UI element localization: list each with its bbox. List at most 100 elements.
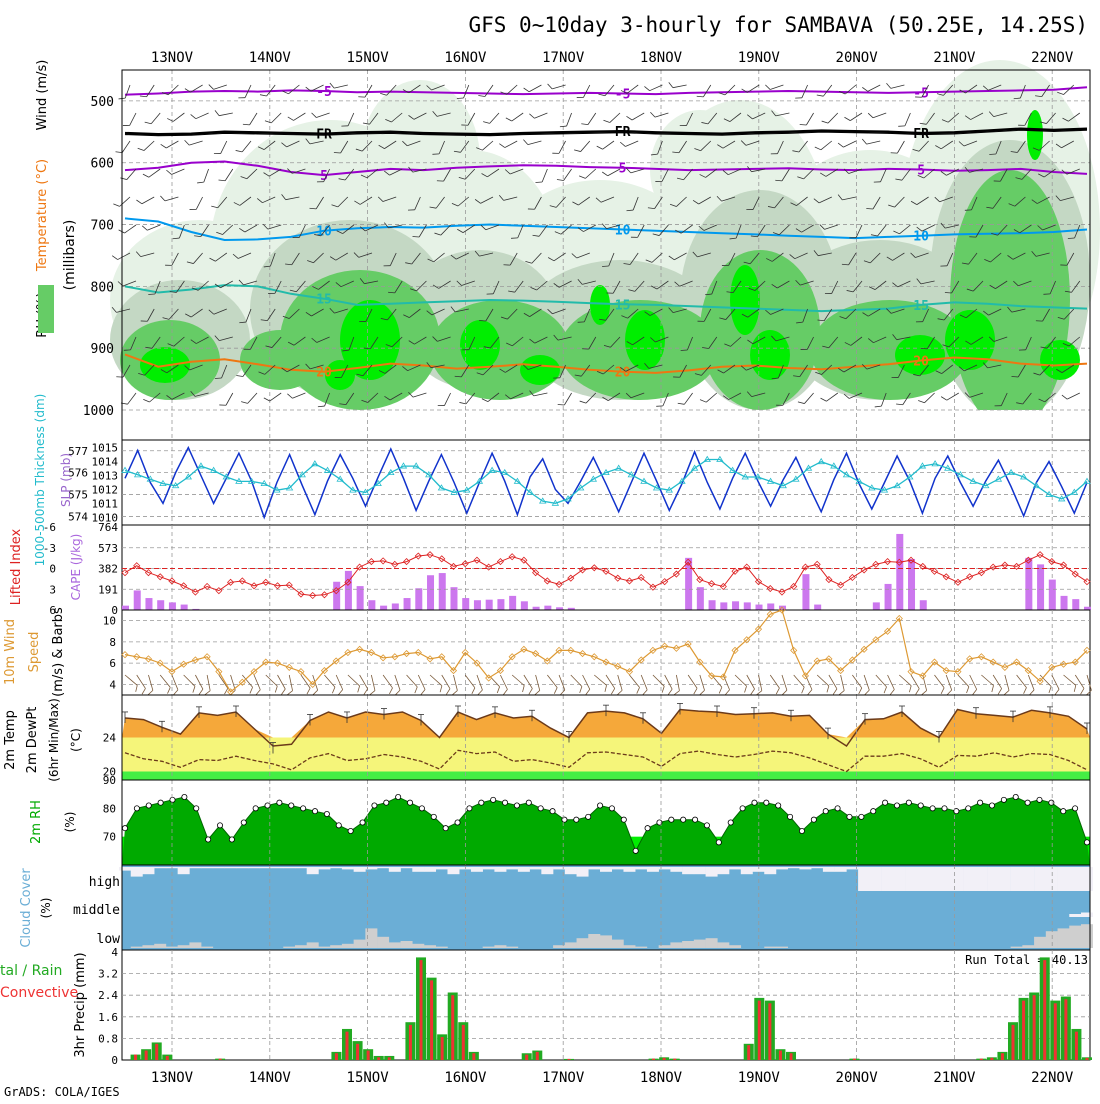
wind-barb-flag [1010, 151, 1018, 153]
wind-barb [817, 308, 833, 322]
wind-barb-flag [915, 96, 922, 98]
wind-barb [161, 84, 179, 96]
surface-wind-flag [332, 686, 336, 694]
wind-speed-marker [860, 645, 868, 653]
isotherm-label: FR [316, 128, 332, 143]
wind-barb-flag [123, 349, 131, 351]
wind-barb-flag [574, 374, 582, 377]
wind-barb [511, 224, 524, 239]
wind-barb-flag [675, 229, 682, 234]
surface-wind-flag [883, 686, 887, 694]
wind-barb [256, 196, 276, 204]
cloud-low-bar [717, 942, 730, 948]
wind-barb [582, 336, 597, 350]
wind-barb-shaft [195, 112, 209, 120]
surface-wind-shaft [1074, 674, 1085, 689]
wind-barb-flag [403, 314, 410, 318]
wind-barb-flag [190, 339, 197, 344]
cloud-high-clear [212, 867, 225, 869]
wind-barb [1035, 84, 1050, 98]
wind-barb [115, 140, 131, 154]
cloud-low-bar [658, 945, 671, 948]
wind-barb-flag [216, 231, 223, 235]
cape-bar [896, 533, 904, 610]
wind-barb-flag [866, 208, 874, 210]
cloud-high-clear [330, 867, 343, 869]
surface-wind-barb [605, 674, 616, 695]
li-marker [708, 580, 716, 588]
wind-barb-shaft [389, 392, 403, 401]
wind-barb-shaft [394, 280, 403, 294]
rh2m-marker [122, 825, 129, 832]
wind-barb [262, 223, 282, 230]
li-marker [1013, 562, 1021, 570]
surface-wind-barb [640, 674, 648, 696]
wind-barb-flag [625, 167, 632, 174]
cloud-low-bar [377, 936, 390, 948]
wind-speed-marker [1083, 646, 1091, 654]
wind-axis-label: Wind (m/s) [35, 60, 50, 131]
wind-barb-shaft [190, 84, 203, 93]
wind-barb-shaft [340, 140, 349, 154]
li-marker [473, 556, 481, 564]
wind-barb-flag [554, 231, 562, 235]
wind-barb [483, 112, 500, 124]
wind-barb-shaft [732, 280, 742, 293]
wind-barb [814, 140, 833, 151]
thickness-marker [614, 464, 623, 471]
wind-barb [405, 252, 421, 265]
wind-barb [596, 364, 615, 375]
wind-barb [527, 196, 542, 210]
precip-convective-bar [134, 1054, 138, 1060]
wind-barb-flag [596, 370, 604, 375]
cape-bar [520, 601, 528, 610]
wind-speed-marker [532, 649, 540, 658]
wind-barb [317, 392, 330, 408]
cape-bar [1072, 599, 1080, 610]
cloud-high-clear [658, 867, 671, 870]
wind-barb-flag [824, 293, 832, 295]
wind-barb-shaft [965, 308, 978, 319]
surface-wind-barb [369, 674, 376, 696]
wind-barb-flag [167, 343, 174, 347]
wind-barb-shaft [686, 112, 693, 126]
wind-barb [305, 138, 324, 145]
wind-barb-flag [1038, 398, 1045, 403]
wind-barb [867, 112, 887, 119]
wind-speed-marker [1071, 658, 1079, 666]
wind-barb [530, 280, 548, 291]
surface-wind-barb [793, 674, 805, 694]
rh2m-axis-label: 2m RH [29, 800, 44, 844]
wind-barb [281, 194, 300, 201]
wind-barb-flag [668, 82, 674, 88]
isotherm-label: 10 [615, 223, 631, 238]
wind-barb-shaft [964, 364, 978, 372]
wind-barb-shaft [310, 84, 324, 92]
wind-barb-flag [1037, 225, 1043, 231]
wind-barb-shaft [1039, 364, 1050, 376]
wind-barb [626, 336, 645, 346]
isotherm-line [124, 129, 1088, 137]
li-marker [309, 591, 317, 600]
cloud-low-bar [1057, 928, 1070, 948]
surface-wind-barb [523, 674, 533, 695]
surface-wind-barb [863, 674, 870, 696]
wind-barb-shaft [566, 112, 572, 127]
wind-barb [656, 392, 669, 407]
wind-barb-flag [160, 369, 167, 374]
wind-barb-flag [511, 237, 518, 239]
thickness-marker [1070, 488, 1079, 495]
precip-legend-convective: Convective [0, 985, 78, 1001]
wind-barb-flag [650, 337, 656, 343]
wind-barb-flag [281, 367, 288, 373]
precip-convective-bar [356, 1043, 360, 1060]
wind-barb-flag [983, 310, 989, 316]
wind-barb-flag [1031, 251, 1037, 257]
cloud-high-clear [142, 867, 155, 875]
wind-barb [287, 336, 306, 346]
wind-barb-shaft [754, 280, 766, 291]
precip-convective-bar [334, 1053, 338, 1060]
surface-wind-flag [636, 687, 640, 694]
cloud-low-bar [388, 942, 401, 948]
wind-barb [816, 84, 833, 97]
